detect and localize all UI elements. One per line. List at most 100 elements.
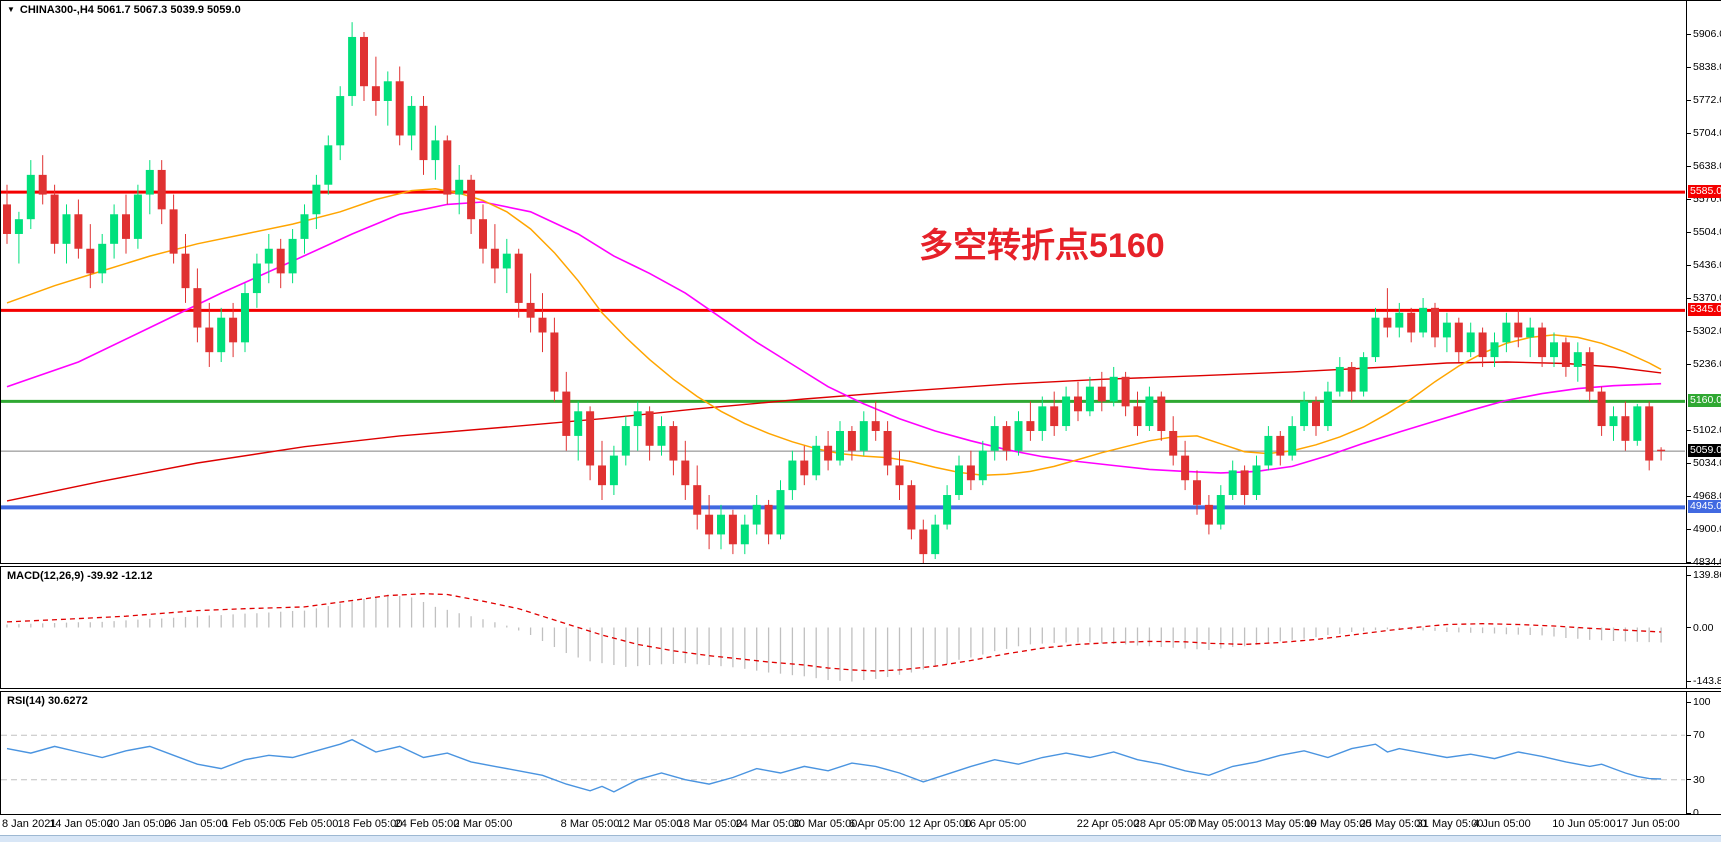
- macd-signal-line: [6, 593, 1662, 672]
- time-axis-label: 5 Feb 05:00: [279, 818, 339, 830]
- time-axis-label: 18 Mar 05:00: [677, 818, 743, 830]
- candle-body: [883, 430, 892, 466]
- candle-body: [1645, 406, 1654, 461]
- price-badge: 5585.0: [1688, 185, 1721, 199]
- candle-body: [229, 317, 238, 343]
- axis-tick-mark: [1687, 463, 1691, 464]
- macd-label: MACD(12,26,9) -39.92 -12.12: [7, 570, 153, 582]
- candle-body: [145, 169, 154, 195]
- time-axis-label: 22 Apr 05:00: [1076, 818, 1140, 830]
- axis-tick-label: 5102.0: [1693, 424, 1721, 436]
- ma-magenta-line: [6, 201, 1662, 474]
- candle-body: [383, 81, 392, 101]
- candle-body: [1276, 435, 1285, 456]
- candle-body: [824, 445, 833, 461]
- time-axis-label: 8 Jan 2021: [2, 818, 57, 830]
- ma-red-line: [6, 361, 1662, 502]
- axis-tick-label: 70: [1693, 729, 1705, 742]
- price-axis[interactable]: 5906.05838.05772.05704.05638.05570.05504…: [1686, 1, 1721, 568]
- annotation-text: 多空转折点5160: [919, 227, 1165, 265]
- candle-body: [931, 524, 940, 555]
- candle-body: [1204, 504, 1213, 525]
- candle-body: [1038, 406, 1047, 431]
- candle-body: [419, 105, 428, 161]
- candle-body: [598, 465, 606, 486]
- time-axis-label: 4 Jun 05:00: [1473, 818, 1531, 830]
- candle-body: [776, 490, 785, 535]
- axis-tick-mark: [1687, 166, 1691, 167]
- time-axis-label: 19 May 05:00: [1304, 818, 1372, 830]
- time-axis-label: 24 Feb 05:00: [394, 818, 460, 830]
- price-badge: 4945.0: [1688, 500, 1721, 514]
- candle-body: [360, 36, 368, 87]
- axis-tick-mark: [1687, 529, 1691, 530]
- candle-body: [1109, 376, 1118, 402]
- rsi-canvas[interactable]: [1, 692, 1685, 814]
- candle-body: [252, 263, 261, 294]
- rsi-panel[interactable]: RSI(14) 30.6272 100 70 30 0: [0, 691, 1721, 819]
- candle-body: [1490, 342, 1499, 358]
- candle-body: [943, 495, 952, 525]
- candle-body: [990, 426, 999, 451]
- rsi-axis[interactable]: 100 70 30 0: [1686, 692, 1721, 819]
- time-axis-label: 17 Jun 05:00: [1616, 818, 1680, 830]
- candle-body: [300, 214, 309, 239]
- candle-body: [1347, 366, 1356, 392]
- candle-body: [550, 332, 559, 392]
- candle-body: [609, 455, 618, 486]
- axis-tick-mark: [1687, 133, 1691, 134]
- candle-body: [193, 288, 202, 328]
- time-axis[interactable]: 8 Jan 2021 14 Jan 05:00 20 Jan 05:00 26 Jan…: [0, 815, 1721, 835]
- candle-body: [1157, 396, 1166, 431]
- candle-body: [217, 317, 226, 353]
- time-axis-label: 6 Apr 05:00: [848, 818, 906, 830]
- candle-body: [1550, 342, 1558, 358]
- candle-body: [717, 514, 725, 535]
- candle-body: [431, 140, 440, 161]
- candle-body: [1442, 322, 1451, 338]
- axis-tick-label: 5906.0: [1693, 28, 1721, 40]
- candle-body: [1074, 396, 1082, 412]
- axis-tick-label: 5838.0: [1693, 61, 1721, 74]
- axis-tick-mark: [1687, 681, 1691, 682]
- axis-tick-label: 5370.0: [1693, 292, 1721, 304]
- candle-body: [86, 248, 95, 274]
- candle-body: [1585, 352, 1594, 392]
- axis-tick-label: 5772.0: [1693, 94, 1721, 106]
- price-badge: 5345.0: [1688, 303, 1721, 317]
- time-axis-label: 12 Apr 05:00: [908, 818, 972, 830]
- candle-body: [264, 248, 273, 264]
- macd-axis[interactable]: 139.86 0.00 -143.82: [1686, 567, 1721, 688]
- candle-body: [371, 86, 380, 101]
- axis-tick-mark: [1687, 627, 1691, 628]
- axis-tick-mark: [1687, 779, 1691, 780]
- main-chart-panel[interactable]: ▼ CHINA300-,H4 5061.7 5067.3 5039.9 5059.…: [0, 0, 1721, 568]
- chart-title: ▼ CHINA300-,H4 5061.7 5067.3 5039.9 5059.…: [7, 4, 241, 16]
- macd-canvas[interactable]: [1, 567, 1685, 688]
- window-bottom-edge: [0, 835, 1721, 842]
- axis-tick-label: 5704.0: [1693, 127, 1721, 140]
- price-chart-canvas[interactable]: [1, 1, 1685, 563]
- time-axis-label: 10 Jun 05:00: [1552, 818, 1616, 830]
- axis-tick-mark: [1687, 298, 1691, 299]
- candle-body: [1407, 312, 1416, 333]
- candle-body: [586, 411, 595, 466]
- candle-body: [1240, 470, 1249, 496]
- candle-body: [1014, 421, 1023, 451]
- candle-body: [1359, 357, 1368, 392]
- candle-body: [907, 485, 916, 530]
- candle-body: [764, 504, 773, 535]
- candle-body: [407, 105, 416, 136]
- candle-body: [276, 248, 285, 274]
- axis-tick-mark: [1687, 702, 1691, 703]
- macd-panel[interactable]: MACD(12,26,9) -39.92 -12.12 139.86 0.00 -1…: [0, 566, 1721, 689]
- candle-body: [1050, 406, 1059, 427]
- candle-body: [1252, 465, 1261, 496]
- candle-body: [621, 426, 630, 456]
- axis-tick-mark: [1687, 67, 1691, 68]
- candle-body: [800, 460, 809, 476]
- time-axis-label: 12 Mar 05:00: [617, 818, 683, 830]
- candle-body: [1454, 322, 1463, 353]
- candle-body: [1169, 430, 1178, 456]
- candle-body: [38, 174, 47, 195]
